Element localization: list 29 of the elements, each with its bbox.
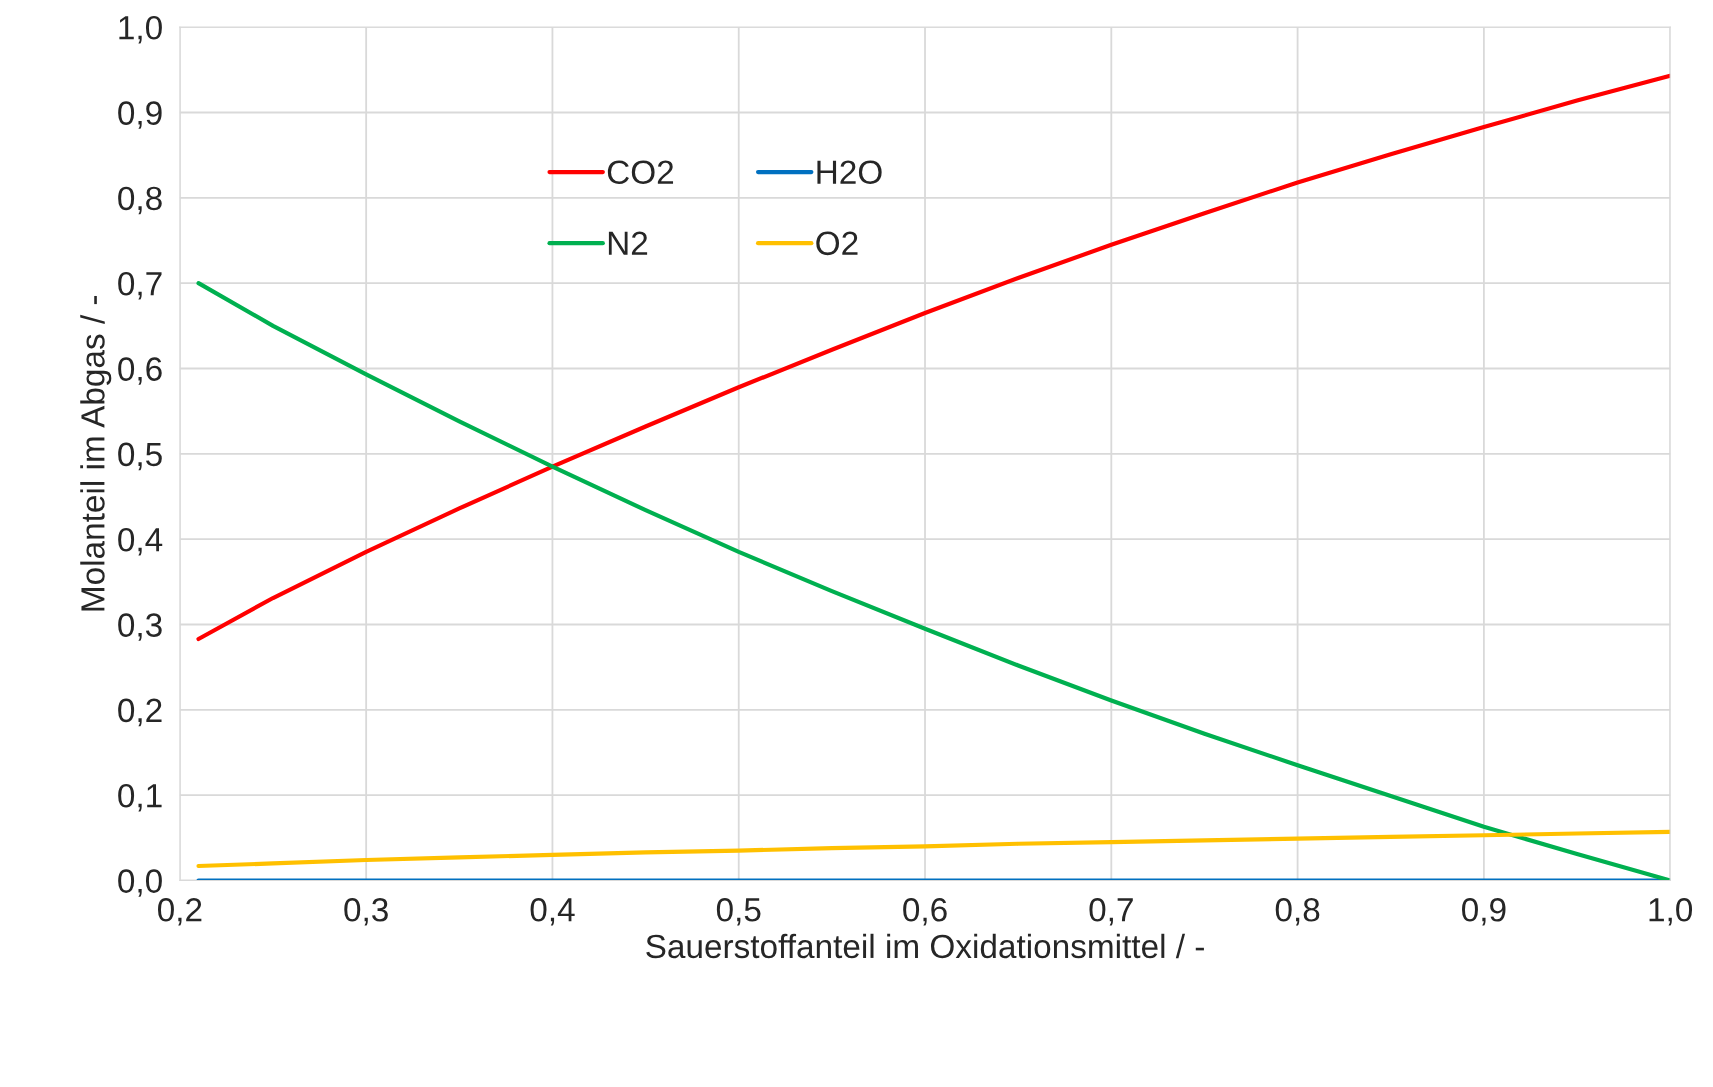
- legend-label: O2: [816, 231, 858, 256]
- y-tick-label: 0,6: [118, 357, 162, 385]
- x-tick-label: 0,8: [1275, 898, 1320, 926]
- x-tick-label: 0,2: [158, 898, 202, 926]
- y-axis-title: Molanteil im Abgas / -: [80, 295, 112, 611]
- legend-label: H2O: [817, 160, 882, 185]
- line-series: [196, 281, 1671, 881]
- x-tick-label: 0,7: [1089, 898, 1133, 926]
- legend-label: N2: [608, 231, 648, 255]
- line-series: [196, 73, 1671, 642]
- y-tick-label: 1,0: [119, 15, 162, 44]
- x-tick-label: 0,4: [530, 898, 575, 926]
- y-tick-label: 0,7: [118, 271, 162, 300]
- y-tick-label: 0,5: [118, 442, 162, 471]
- x-tick-label: 0,6: [903, 898, 947, 926]
- x-tick-label: 1,0: [1649, 898, 1693, 926]
- line-series: [196, 829, 1671, 869]
- x-axis-title: Sauerstoffanteil im Oxidationsmittel / -: [646, 933, 1204, 959]
- y-tick-label: 0,2: [118, 698, 162, 727]
- x-tick-label: 0,3: [344, 898, 388, 926]
- y-tick-label: 0,1: [118, 783, 162, 812]
- legend-label: CO2: [607, 160, 674, 185]
- y-tick-label: 0,3: [118, 613, 162, 641]
- y-tick-label: 0,4: [118, 527, 163, 556]
- y-tick-label: 0,9: [118, 101, 162, 129]
- y-tick-label: 0,0: [118, 869, 162, 897]
- x-tick-label: 0,5: [716, 898, 761, 926]
- y-tick-label: 0,8: [118, 186, 162, 215]
- x-tick-label: 0,9: [1462, 898, 1506, 926]
